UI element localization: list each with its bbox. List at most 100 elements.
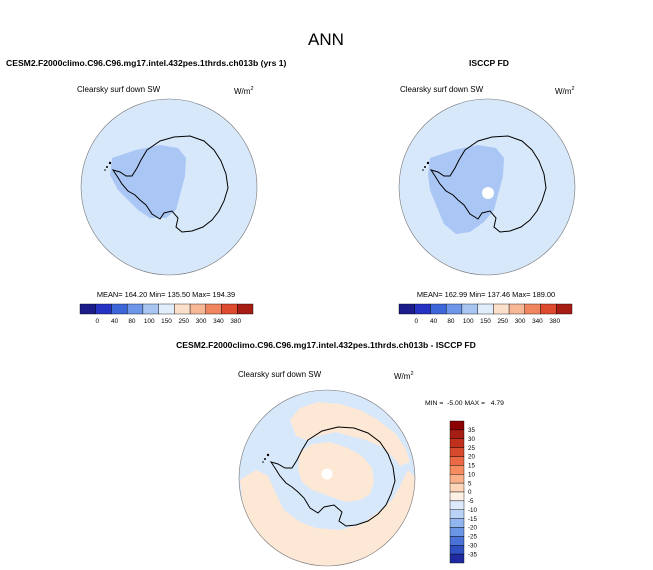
colorbar-box — [205, 303, 222, 315]
panel-model-title: CESM2.F2000climo.C96.C96.mg17.intel.432p… — [6, 58, 287, 68]
colorbar-box — [524, 303, 541, 315]
colorbar-tick-label: 80 — [128, 318, 136, 325]
colorbar-tick-label: 30 — [468, 436, 475, 443]
colorbar-tick-label: 25 — [468, 445, 475, 452]
positive-region-west — [240, 470, 415, 566]
map-frame — [80, 98, 258, 276]
colorbar-tick-label: -15 — [468, 516, 478, 523]
positive-region-interior — [298, 442, 374, 502]
colorbar-obs: 0 40 80 100 150 250 300 340 380 — [398, 303, 573, 325]
colorbar-tick-label: 80 — [447, 318, 455, 325]
colorbar-box — [221, 303, 238, 315]
colorbar-box — [449, 420, 465, 431]
peninsula-islands — [422, 161, 430, 171]
colorbar-tick-label: 100 — [144, 318, 155, 325]
colorbar-box — [449, 527, 465, 537]
map-frame — [238, 389, 416, 567]
colorbar-box — [556, 303, 573, 315]
map-frame — [398, 98, 576, 276]
colorbar-box — [142, 303, 159, 315]
colorbar-box — [126, 303, 144, 315]
colorbar-tick-label: 250 — [497, 318, 508, 325]
panel-model-variable: Clearsky surf down SW — [77, 85, 161, 94]
positive-region-north — [290, 402, 410, 466]
panel-diff-variable: Clearsky surf down SW — [238, 370, 322, 379]
peninsula-islands — [104, 161, 112, 171]
high-value-region — [110, 145, 186, 218]
colorbar-box — [449, 536, 465, 546]
panel-model: CESM2.F2000climo.C96.C96.mg17.intel.432p… — [6, 58, 287, 325]
colorbar-tick-label: 150 — [161, 318, 172, 325]
colorbar-box — [449, 518, 465, 528]
colorbar-tick-label: 340 — [213, 318, 224, 325]
colorbar-tick-label: 35 — [468, 427, 475, 434]
colorbar-tick-label: 150 — [480, 318, 491, 325]
colorbar-tick-label: -25 — [468, 534, 478, 541]
colorbar-box — [508, 303, 526, 315]
antarctica-coastline — [269, 426, 396, 527]
colorbar-box — [449, 438, 465, 448]
colorbar-tick-label: -5 — [468, 498, 474, 505]
colorbar-tick-label: 10 — [468, 471, 475, 478]
colorbar-tick-label: 0 — [468, 489, 472, 496]
colorbar-box — [430, 303, 447, 315]
antarctica-coastline — [429, 135, 547, 233]
panel-diff: CESM2.F2000climo.C96.C96.mg17.intel.432p… — [176, 340, 504, 567]
polar-map-diff — [238, 389, 416, 567]
panel-model-units: W/m2 — [234, 86, 254, 96]
stats-model: MEAN= 164.20 Min= 135.50 Max= 194.39 — [97, 290, 235, 299]
colorbar-box — [477, 303, 494, 315]
units-base: W/m — [555, 87, 572, 96]
colorbar-tick-label: -30 — [468, 542, 478, 549]
polar-map-model — [80, 98, 258, 276]
panel-diff-units: W/m2 — [394, 371, 414, 381]
colorbar-tick-label: 5 — [468, 480, 472, 487]
colorbar-box — [237, 303, 254, 315]
colorbar-tick-label: -20 — [468, 525, 478, 532]
colorbar-tick-label: 0 — [96, 318, 100, 325]
colorbar-tick-label: 15 — [468, 463, 475, 470]
colorbar-box — [189, 303, 207, 315]
pole-hole — [482, 187, 494, 199]
colorbar-box — [449, 482, 465, 493]
colorbar-box — [449, 474, 465, 484]
colorbar-model: 0 40 80 100 150 250 300 340 380 — [79, 303, 254, 325]
colorbar-box — [493, 303, 510, 315]
colorbar-box — [445, 303, 463, 315]
colorbar-box — [540, 303, 557, 315]
stats-diff: MIN = -5.00 MAX = 4.79 — [425, 400, 504, 407]
colorbar-box — [449, 491, 465, 502]
polar-map-obs — [398, 98, 576, 276]
colorbar-box — [79, 303, 96, 315]
panel-diff-title: CESM2.F2000climo.C96.C96.mg17.intel.432p… — [176, 340, 476, 350]
colorbar-box — [174, 303, 191, 315]
antarctica-coastline — [111, 135, 229, 233]
colorbar-tick-label: -10 — [468, 507, 478, 514]
colorbar-box — [449, 447, 465, 457]
colorbar-tick-label: 340 — [532, 318, 543, 325]
panel-obs: ISCCP FD Clearsky surf down SW W/m2 MEAN… — [398, 58, 576, 325]
units-base: W/m — [394, 372, 411, 381]
colorbar-box — [95, 303, 112, 315]
colorbar-tick-label: 100 — [463, 318, 474, 325]
colorbar-box — [398, 303, 415, 315]
stats-obs: MEAN= 162.99 Min= 137.46 Max= 189.00 — [417, 290, 555, 299]
colorbar-box — [449, 553, 465, 564]
units-exp: 2 — [410, 371, 413, 377]
colorbar-box — [111, 303, 128, 315]
colorbar-tick-label: 20 — [468, 454, 475, 461]
colorbar-box — [449, 456, 465, 466]
colorbar-box — [449, 465, 465, 475]
colorbar-tick-label: 40 — [430, 318, 438, 325]
colorbar-tick-label: 0 — [415, 318, 419, 325]
colorbar-box — [414, 303, 431, 315]
colorbar-tick-label: 380 — [549, 318, 560, 325]
units-base: W/m — [234, 87, 251, 96]
colorbar-tick-label: 40 — [111, 318, 119, 325]
colorbar-tick-label: -35 — [468, 551, 478, 558]
colorbar-box — [449, 429, 465, 439]
panel-obs-title: ISCCP FD — [469, 58, 509, 68]
colorbar-tick-label: 380 — [230, 318, 241, 325]
